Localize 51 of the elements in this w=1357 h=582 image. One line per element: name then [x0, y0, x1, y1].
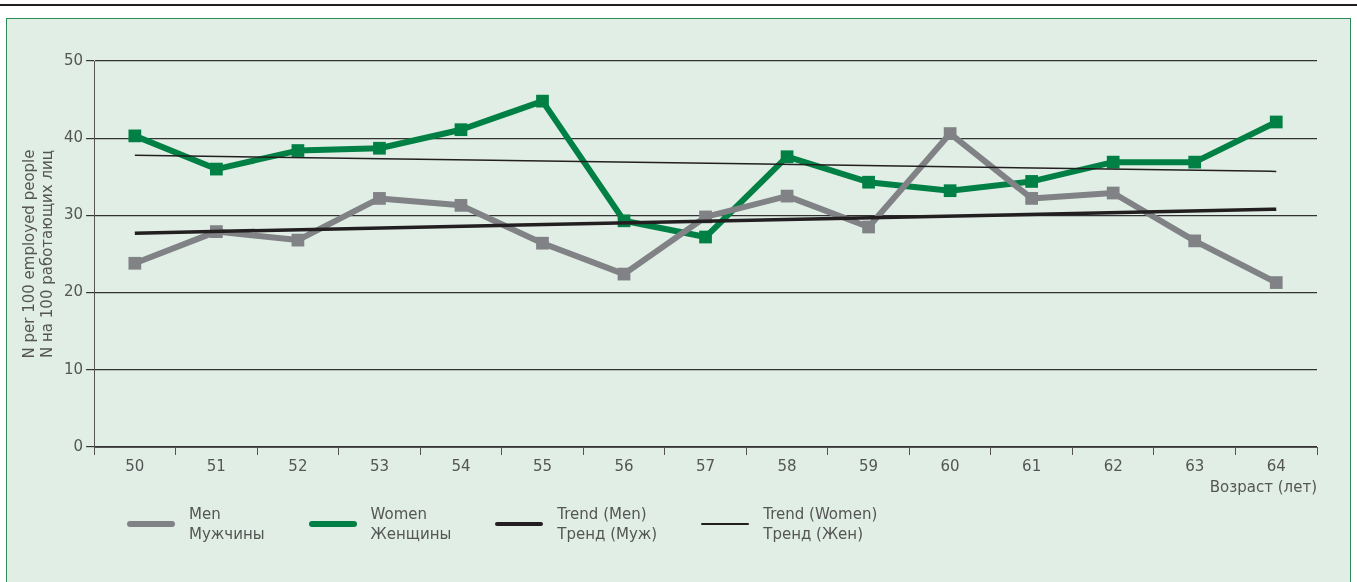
point — [1188, 155, 1202, 169]
y-tick-label: 0 — [73, 436, 84, 455]
x-tick-label: 55 — [532, 456, 553, 475]
x-tick-label: 50 — [125, 456, 145, 475]
x-tick-label: 60 — [940, 456, 960, 475]
legend-label: Trend (Men) Тренд (Муж) — [557, 504, 658, 544]
x-tick-label: 63 — [1185, 456, 1205, 475]
point — [943, 184, 957, 198]
point — [128, 256, 142, 270]
x-tick-label: 64 — [1266, 456, 1286, 475]
x-tick-label: 61 — [1022, 456, 1042, 475]
point — [1025, 175, 1039, 188]
point — [1106, 186, 1120, 200]
point — [210, 162, 223, 176]
point — [1269, 276, 1283, 289]
legend-label: Men Мужчины — [189, 504, 265, 544]
x-tick-label: 56 — [614, 456, 634, 475]
x-tick-label: 62 — [1103, 456, 1123, 475]
point — [1106, 155, 1120, 169]
x-tick-label: 52 — [288, 456, 308, 475]
point — [454, 123, 468, 137]
point — [1269, 115, 1283, 129]
y-tick-label: 30 — [63, 205, 84, 224]
legend-label: Trend (Women) Тренд (Жен) — [763, 504, 878, 544]
point — [128, 129, 142, 143]
point — [943, 127, 957, 140]
point — [780, 150, 794, 164]
x-tick-label: 59 — [859, 456, 879, 475]
point — [373, 141, 386, 155]
y-tick-label: 10 — [63, 359, 84, 378]
y-tick-label: 20 — [63, 282, 84, 301]
legend-label: Women Женщины — [370, 504, 452, 544]
point — [1025, 192, 1039, 205]
point — [1188, 234, 1202, 248]
x-tick-label: 51 — [206, 456, 226, 475]
point — [291, 144, 305, 157]
x-tick-label: 58 — [777, 456, 797, 475]
y-axis-title: N per 100 employed people N на 100 работающих лиц — [19, 149, 56, 359]
x-tick-label: 54 — [451, 456, 471, 475]
point — [373, 192, 386, 205]
y-tick-label: 50 — [63, 50, 84, 69]
x-tick-label: 57 — [696, 456, 716, 475]
y-tick-label: 40 — [63, 128, 84, 147]
point — [699, 230, 712, 244]
point — [862, 220, 875, 234]
point — [536, 94, 549, 108]
point — [454, 199, 468, 212]
point — [862, 175, 875, 189]
point — [536, 236, 549, 250]
x-axis-title: Возраст (лет) — [1209, 477, 1317, 496]
x-tick-label: 53 — [369, 456, 389, 475]
